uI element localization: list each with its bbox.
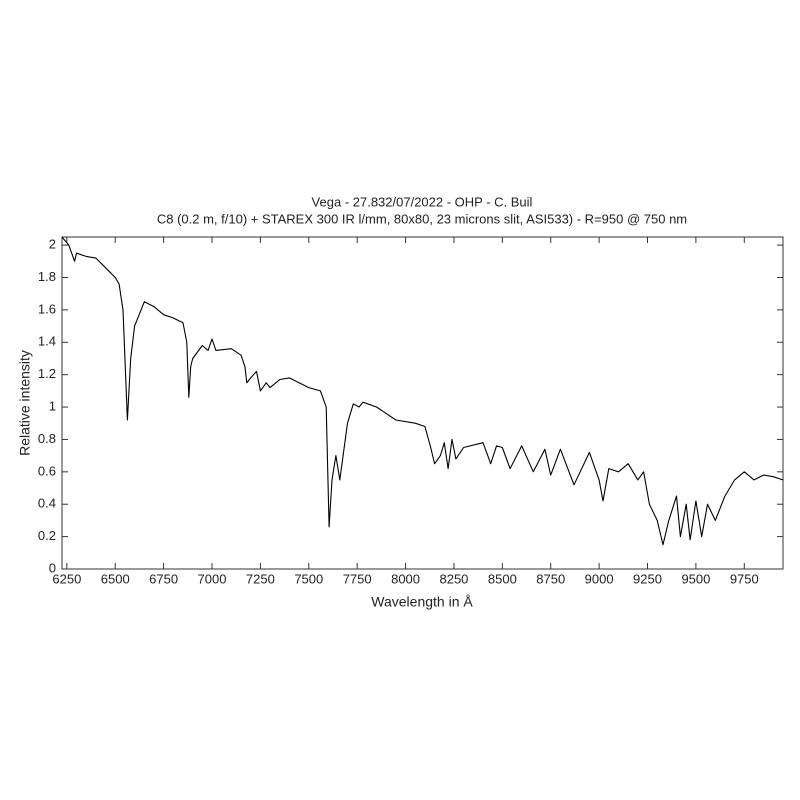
- y-tick-label: 0.2: [38, 528, 56, 543]
- y-axis-label: Relative intensity: [17, 350, 33, 456]
- x-tick-label: 7750: [343, 571, 372, 586]
- x-tick-label: 6250: [52, 571, 81, 586]
- y-tick-label: 1.8: [38, 269, 56, 284]
- chart-title: Vega - 27.832/07/2022 - OHP - C. Buil: [312, 194, 533, 209]
- x-tick-label: 6750: [149, 571, 178, 586]
- x-tick-label: 7500: [294, 571, 323, 586]
- y-tick-label: 0.8: [38, 431, 56, 446]
- x-tick-label: 9500: [681, 571, 710, 586]
- y-tick-label: 1.2: [38, 366, 56, 381]
- y-tick-label: 1.6: [38, 301, 56, 316]
- y-tick-label: 0.4: [38, 496, 56, 511]
- x-tick-label: 8000: [391, 571, 420, 586]
- x-tick-label: 9750: [730, 571, 759, 586]
- x-tick-label: 9000: [585, 571, 614, 586]
- plot-frame: [61, 236, 784, 570]
- y-tick-label: 0.6: [38, 463, 56, 478]
- spectrum-line: [61, 236, 784, 546]
- x-tick-label: 9250: [633, 571, 662, 586]
- chart-subtitle: C8 (0.2 m, f/10) + STAREX 300 IR l/mm, 8…: [157, 211, 687, 226]
- y-tick-label: 0: [49, 560, 56, 575]
- x-tick-label: 7250: [246, 571, 275, 586]
- x-tick-label: 8500: [488, 571, 517, 586]
- y-tick-label: 2: [49, 237, 56, 252]
- y-tick-label: 1: [49, 398, 56, 413]
- x-tick-label: 8250: [439, 571, 468, 586]
- x-tick-label: 6500: [101, 571, 130, 586]
- y-tick-label: 1.4: [38, 334, 56, 349]
- x-axis-label: Wavelength in Å: [371, 594, 473, 610]
- x-tick-label: 8750: [536, 571, 565, 586]
- x-tick-label: 7000: [198, 571, 227, 586]
